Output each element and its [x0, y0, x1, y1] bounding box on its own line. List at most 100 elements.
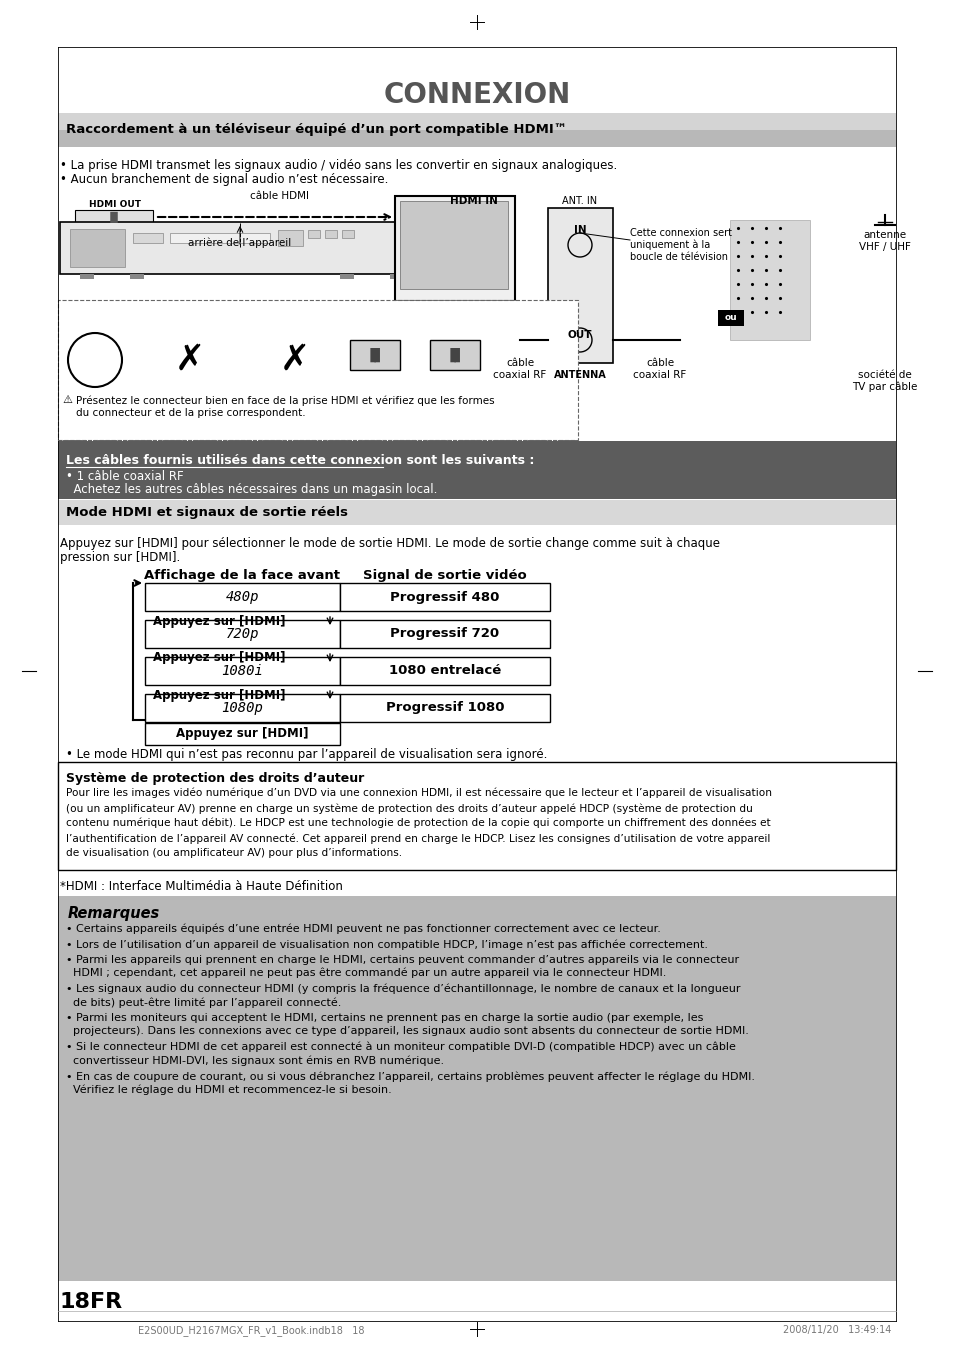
- Bar: [58, 762, 895, 870]
- Text: câble
coaxial RF: câble coaxial RF: [493, 358, 546, 380]
- Text: ✗: ✗: [174, 343, 205, 377]
- Bar: [58, 500, 895, 526]
- Text: Progressif 480: Progressif 480: [390, 590, 499, 604]
- Text: Appuyez sur [HDMI]: Appuyez sur [HDMI]: [152, 689, 285, 701]
- Text: 720p: 720p: [226, 627, 259, 640]
- Bar: [430, 301, 479, 311]
- Bar: [339, 657, 550, 685]
- Text: ⚠: ⚠: [62, 394, 71, 405]
- Text: • En cas de coupure de courant, ou si vous débranchez l’appareil, certains probl: • En cas de coupure de courant, ou si vo…: [66, 1071, 754, 1094]
- Text: Les câbles fournis utilisés dans cette connexion sont les suivants :: Les câbles fournis utilisés dans cette c…: [66, 454, 534, 467]
- Bar: [58, 896, 895, 1281]
- Text: 480p: 480p: [226, 590, 259, 604]
- Text: IN: IN: [573, 226, 586, 235]
- Text: • Si le connecteur HDMI de cet appareil est connecté à un moniteur compatible DV: • Si le connecteur HDMI de cet appareil …: [66, 1042, 735, 1066]
- Text: 1080 entrelacé: 1080 entrelacé: [389, 665, 500, 677]
- Text: Affichage de la face avant: Affichage de la face avant: [144, 569, 340, 582]
- Bar: [145, 584, 339, 611]
- Text: OUT: OUT: [567, 330, 592, 340]
- Text: • Certains appareils équipés d’une entrée HDMI peuvent ne pas fonctionner correc: • Certains appareils équipés d’une entré…: [66, 924, 660, 935]
- Text: HDMI OUT: HDMI OUT: [89, 200, 141, 209]
- Bar: [718, 309, 743, 326]
- Text: ANT. IN: ANT. IN: [562, 196, 597, 205]
- Text: • La prise HDMI transmet les signaux audio / vidéo sans les convertir en signaux: • La prise HDMI transmet les signaux aud…: [60, 159, 617, 172]
- Text: ANTENNA: ANTENNA: [553, 370, 606, 380]
- Text: • Parmi les moniteurs qui acceptent le HDMI, certains ne prennent pas en charge : • Parmi les moniteurs qui acceptent le H…: [66, 1013, 748, 1036]
- Text: ▐▌: ▐▌: [444, 347, 465, 362]
- Text: Progressif 720: Progressif 720: [390, 627, 499, 640]
- Text: Cette connexion sert
uniquement à la
boucle de télévision: Cette connexion sert uniquement à la bou…: [629, 228, 731, 262]
- Bar: [145, 657, 339, 685]
- Bar: [75, 209, 152, 224]
- Bar: [145, 723, 339, 744]
- Bar: [729, 220, 809, 340]
- Text: ▐▌: ▐▌: [364, 347, 385, 362]
- Text: 1080p: 1080p: [221, 701, 263, 715]
- Bar: [399, 201, 507, 289]
- Text: Remarques: Remarques: [68, 907, 160, 921]
- Bar: [430, 340, 479, 370]
- Bar: [58, 113, 895, 147]
- Bar: [325, 230, 336, 238]
- Text: FR: FR: [90, 1292, 122, 1312]
- Bar: [390, 274, 403, 280]
- Text: HDMI IN: HDMI IN: [450, 196, 497, 205]
- Bar: [70, 230, 125, 267]
- Text: • Lors de l’utilisation d’un appareil de visualisation non compatible HDCP, l’im: • Lors de l’utilisation d’un appareil de…: [66, 939, 707, 950]
- Bar: [130, 274, 144, 280]
- Text: ▐▌: ▐▌: [106, 211, 122, 223]
- Bar: [60, 222, 410, 274]
- Text: Raccordement à un téléviseur équipé d’un port compatible HDMI™: Raccordement à un téléviseur équipé d’un…: [66, 123, 566, 136]
- Text: contenu numérique haut débit). Le HDCP est une technologie de protection de la c: contenu numérique haut débit). Le HDCP e…: [66, 817, 770, 828]
- Bar: [308, 230, 319, 238]
- Text: Appuyez sur [HDMI]: Appuyez sur [HDMI]: [176, 727, 309, 740]
- Text: Présentez le connecteur bien en face de la prise HDMI et vérifiez que les formes: Présentez le connecteur bien en face de …: [76, 394, 494, 405]
- Bar: [430, 207, 490, 219]
- Text: Signal de sortie vidéo: Signal de sortie vidéo: [363, 569, 526, 582]
- Text: Appuyez sur [HDMI] pour sélectionner le mode de sortie HDMI. Le mode de sortie c: Appuyez sur [HDMI] pour sélectionner le …: [60, 536, 720, 550]
- Text: • Parmi les appareils qui prennent en charge le HDMI, certains peuvent commander: • Parmi les appareils qui prennent en ch…: [66, 955, 739, 978]
- Text: Progressif 1080: Progressif 1080: [385, 701, 504, 715]
- Bar: [341, 230, 354, 238]
- Text: Appuyez sur [HDMI]: Appuyez sur [HDMI]: [152, 615, 285, 627]
- Text: Achetez les autres câbles nécessaires dans un magasin local.: Achetez les autres câbles nécessaires da…: [66, 484, 436, 496]
- Text: Pour lire les images vidéo numérique d’un DVD via une connexion HDMI, il est néc: Pour lire les images vidéo numérique d’u…: [66, 788, 771, 798]
- Bar: [145, 620, 339, 648]
- Text: Appuyez sur [HDMI]: Appuyez sur [HDMI]: [152, 651, 285, 665]
- Text: ou: ou: [724, 313, 737, 323]
- Text: société de
TV par câble: société de TV par câble: [851, 370, 917, 392]
- Text: 2008/11/20   13:49:14: 2008/11/20 13:49:14: [781, 1325, 890, 1335]
- Bar: [350, 340, 399, 370]
- Text: E2S00UD_H2167MGX_FR_v1_Book.indb18   18: E2S00UD_H2167MGX_FR_v1_Book.indb18 18: [138, 1325, 364, 1336]
- Text: antenne
VHF / UHF: antenne VHF / UHF: [858, 230, 910, 251]
- Text: 1080i: 1080i: [221, 663, 263, 678]
- Bar: [80, 274, 94, 280]
- Text: pression sur [HDMI].: pression sur [HDMI].: [60, 551, 180, 563]
- Text: câble
coaxial RF: câble coaxial RF: [633, 358, 686, 380]
- Text: arrière de l’appareil: arrière de l’appareil: [188, 236, 292, 247]
- Text: l’authentification de l’appareil AV connecté. Cet appareil prend en charge le HD: l’authentification de l’appareil AV conn…: [66, 834, 770, 843]
- Text: (ou un amplificateur AV) prenne en charge un système de protection des droits d’: (ou un amplificateur AV) prenne en charg…: [66, 802, 752, 813]
- Bar: [277, 230, 303, 246]
- Bar: [339, 274, 354, 280]
- Bar: [339, 620, 550, 648]
- Bar: [339, 584, 550, 611]
- Text: ✗: ✗: [279, 343, 310, 377]
- Text: • Aucun branchement de signal audio n’est nécessaire.: • Aucun branchement de signal audio n’es…: [60, 173, 388, 186]
- Bar: [395, 196, 515, 301]
- Bar: [170, 232, 270, 243]
- Text: Système de protection des droits d’auteur: Système de protection des droits d’auteu…: [66, 771, 364, 785]
- Text: *HDMI : Interface Multimédia à Haute Définition: *HDMI : Interface Multimédia à Haute Déf…: [60, 880, 342, 893]
- Bar: [58, 440, 895, 499]
- Text: Mode HDMI et signaux de sortie réels: Mode HDMI et signaux de sortie réels: [66, 507, 348, 519]
- Text: 18: 18: [60, 1292, 91, 1312]
- Text: • 1 câble coaxial RF: • 1 câble coaxial RF: [66, 470, 183, 484]
- Bar: [58, 300, 578, 440]
- Text: câble HDMI: câble HDMI: [251, 190, 309, 201]
- Bar: [132, 232, 163, 243]
- Text: • Les signaux audio du connecteur HDMI (y compris la fréquence d’échantillonnage: • Les signaux audio du connecteur HDMI (…: [66, 984, 740, 1008]
- Text: de visualisation (ou amplificateur AV) pour plus d’informations.: de visualisation (ou amplificateur AV) p…: [66, 848, 402, 858]
- Text: CONNEXION: CONNEXION: [383, 81, 570, 109]
- Bar: [547, 208, 613, 363]
- Text: du connecteur et de la prise correspondent.: du connecteur et de la prise corresponde…: [76, 408, 305, 417]
